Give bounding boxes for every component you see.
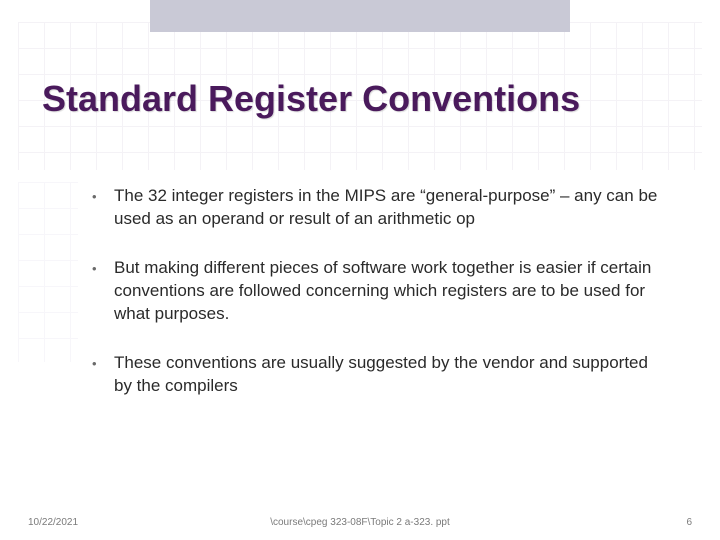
bullet-item: • These conventions are usually suggeste… — [92, 352, 670, 398]
bullet-marker-icon: • — [92, 352, 114, 398]
background-grid-left — [18, 182, 78, 362]
bullet-marker-icon: • — [92, 185, 114, 231]
decorative-top-bar — [150, 0, 570, 32]
bullet-text: The 32 integer registers in the MIPS are… — [114, 185, 670, 231]
bullet-item: • But making different pieces of softwar… — [92, 257, 670, 326]
slide-body: • The 32 integer registers in the MIPS a… — [92, 185, 670, 424]
slide: Standard Register Conventions • The 32 i… — [0, 0, 720, 540]
bullet-text: But making different pieces of software … — [114, 257, 670, 326]
bullet-item: • The 32 integer registers in the MIPS a… — [92, 185, 670, 231]
footer-page-number: 6 — [686, 517, 692, 528]
slide-footer: 10/22/2021 \course\cpeg 323-08F\Topic 2 … — [0, 508, 720, 528]
bullet-text: These conventions are usually suggested … — [114, 352, 670, 398]
footer-file-path: \course\cpeg 323-08F\Topic 2 a-323. ppt — [0, 517, 720, 528]
bullet-marker-icon: • — [92, 257, 114, 326]
slide-title: Standard Register Conventions — [42, 78, 690, 119]
